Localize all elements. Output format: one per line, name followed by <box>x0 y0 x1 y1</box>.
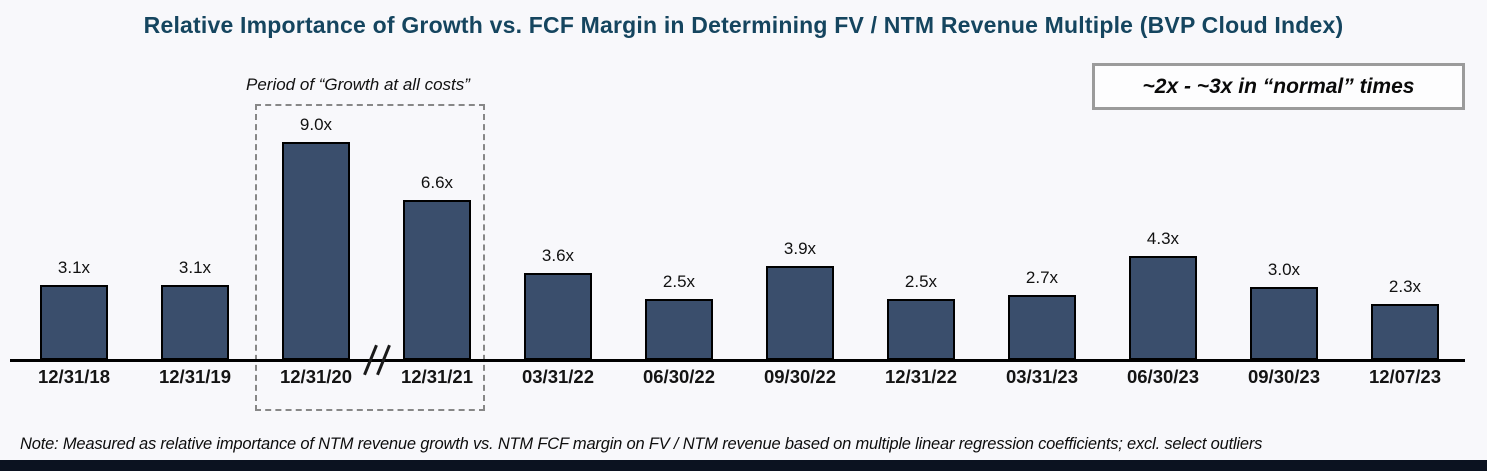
x-tick-label: 12/31/20 <box>279 366 352 387</box>
bar <box>1250 287 1318 360</box>
normal-times-callout-text: ~2x - ~3x in “normal” times <box>1142 74 1415 98</box>
x-tick-label: 12/31/19 <box>158 366 231 387</box>
bar <box>282 142 350 360</box>
bar-value-label: 2.5x <box>662 272 696 291</box>
bar <box>766 266 834 360</box>
normal-times-callout: ~2x - ~3x in “normal” times <box>1092 63 1465 110</box>
bar-value-label: 3.6x <box>541 246 575 265</box>
growth-period-dashed-box <box>255 104 485 411</box>
bar <box>645 299 713 360</box>
x-tick-label: 03/31/23 <box>1005 366 1078 387</box>
bar-value-label: 3.1x <box>178 258 212 277</box>
bar-value-label: 2.3x <box>1388 277 1422 296</box>
bar-value-label: 6.6x <box>420 173 454 192</box>
bar <box>403 200 471 360</box>
bar-value-label: 2.5x <box>904 272 938 291</box>
bar <box>1371 304 1439 360</box>
growth-period-annotation: Period of “Growth at all costs” <box>246 75 470 94</box>
bar <box>524 273 592 360</box>
bar-value-label: 3.9x <box>783 239 817 258</box>
footnote: Note: Measured as relative importance of… <box>20 435 1263 453</box>
x-tick-label: 09/30/23 <box>1247 366 1320 387</box>
bar <box>161 285 229 360</box>
bar-value-label: 3.1x <box>57 258 91 277</box>
bar-value-label: 4.3x <box>1146 229 1180 248</box>
bar-value-label: 9.0x <box>299 115 333 134</box>
x-axis-line <box>10 359 1465 362</box>
x-tick-label: 06/30/22 <box>642 366 715 387</box>
x-tick-label: 12/31/18 <box>37 366 110 387</box>
bar <box>40 285 108 360</box>
bar <box>887 299 955 360</box>
x-tick-label: 06/30/23 <box>1126 366 1199 387</box>
x-tick-label: 12/31/21 <box>400 366 473 387</box>
bar-value-label: 3.0x <box>1267 260 1301 279</box>
bar <box>1008 295 1076 360</box>
x-tick-label: 03/31/22 <box>521 366 594 387</box>
x-tick-label: 09/30/22 <box>763 366 836 387</box>
bar <box>1129 256 1197 360</box>
chart-title: Relative Importance of Growth vs. FCF Ma… <box>143 12 1344 38</box>
x-tick-label: 12/07/23 <box>1368 366 1441 387</box>
x-tick-label: 12/31/22 <box>884 366 957 387</box>
bottom-accent-bar <box>0 460 1487 471</box>
bar-value-label: 2.7x <box>1025 268 1059 287</box>
